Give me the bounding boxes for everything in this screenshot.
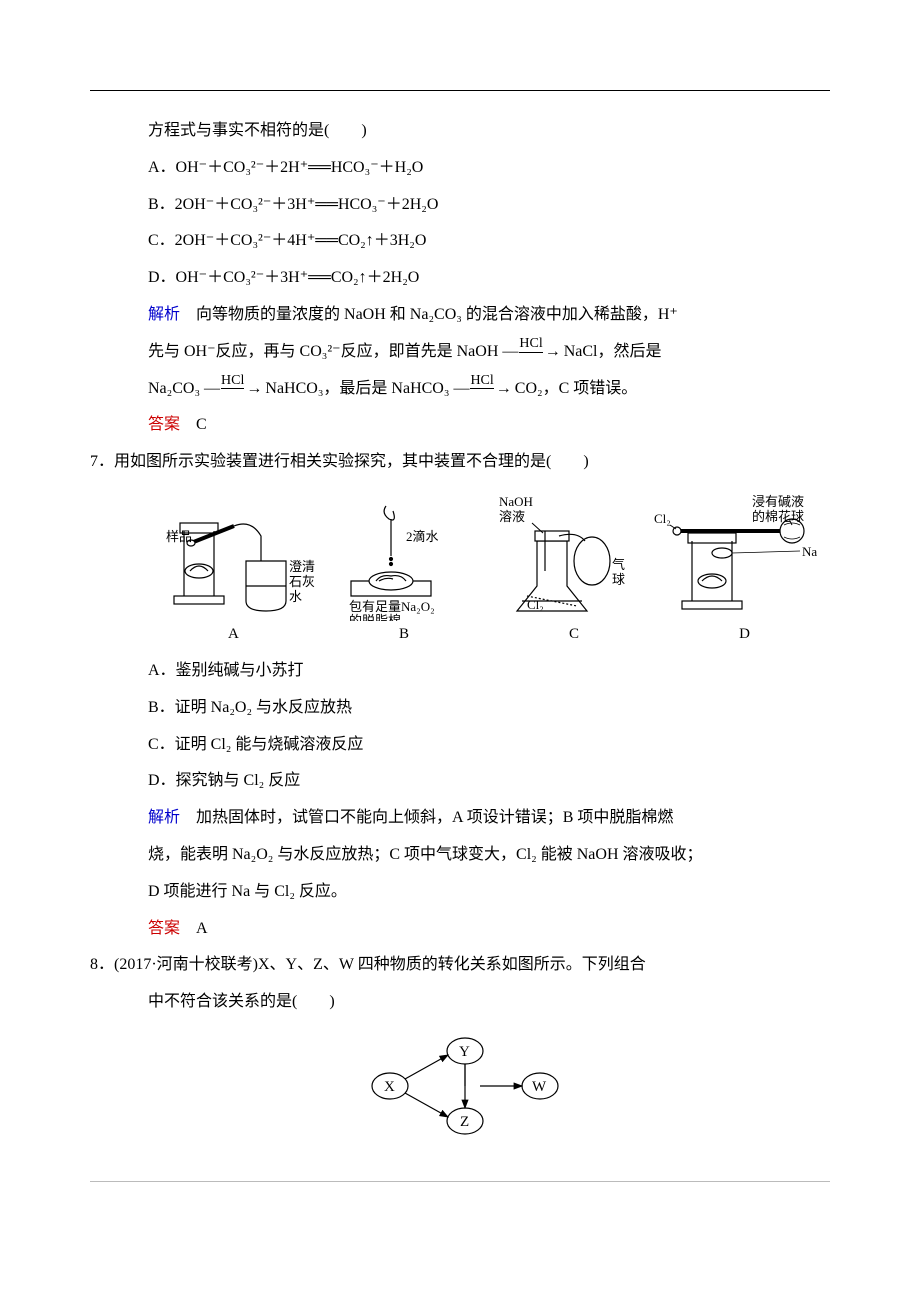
hcl-over-arrow-1: HCl <box>519 336 542 368</box>
node-z: Z <box>460 1114 469 1130</box>
label-cl2-d: Cl₂ <box>654 511 671 526</box>
frac-bot-1 <box>519 352 542 368</box>
q7-opt-b: B．证明 Na₂O₂ 与水反应放热 <box>148 690 830 727</box>
frac-bot-2 <box>221 388 244 404</box>
label-naoh2: 溶液 <box>499 509 525 524</box>
q6-opt-d: D．OH⁻＋CO₃²⁻＋3H⁺══CO₂↑＋2H₂O <box>148 260 830 297</box>
arrow-right-1: → <box>545 343 560 360</box>
q7-opt-c: C．证明 Cl₂ 能与烧碱溶液反应 <box>148 727 830 764</box>
q7-num: 7． <box>90 453 114 470</box>
cap-b: B <box>399 626 409 643</box>
label-cotton1: 浸有碱液 <box>752 494 804 509</box>
label-cotton2: 的棉花球 <box>752 509 804 524</box>
q8-stem1: (2017·河南十校联考)X、Y、Z、W 四种物质的转化关系如图所示。下列组合 <box>114 956 646 973</box>
q8-diagram: X Y Z W <box>350 1031 570 1141</box>
q6-explanation-line1: 解析 向等物质的量浓度的 NaOH 和 Na₂CO₃ 的混合溶液中加入稀盐酸，H… <box>148 297 830 334</box>
answer-label-7: 答案 <box>148 920 180 937</box>
q7-fig-c: NaOH 溶液 气 球 Cl₂ <box>497 491 637 621</box>
q7-figure-row: 样品 澄清 石灰 水 2滴水 包有足量Na₂O₂ <box>148 491 830 621</box>
label-balloon1: 气 <box>612 557 625 572</box>
node-x: X <box>384 1079 395 1095</box>
q6-explanation-line2: 先与 OH⁻反应，再与 CO₃²⁻反应，即首先是 NaOH —HCl → NaC… <box>148 334 830 371</box>
q6-exp3a: Na₂CO₃ <box>148 380 204 397</box>
label-wrap1: 包有足量Na₂O₂ <box>349 599 435 614</box>
footer-rule <box>90 1181 830 1212</box>
analysis-label: 解析 <box>148 306 180 323</box>
q7-explanation-line2: 烧，能表明 Na₂O₂ 与水反应放热；C 项中气球变大，Cl₂ 能被 NaOH … <box>148 837 830 874</box>
label-lime3: 水 <box>289 589 302 604</box>
label-wrap2: 的脱脂棉 <box>349 613 401 621</box>
footer-left <box>90 1189 103 1205</box>
q7-exp1: 加热固体时，试管口不能向上倾斜，A 项设计错误；B 项中脱脂棉燃 <box>180 809 673 826</box>
frac-top-2: HCl <box>221 373 244 388</box>
label-sample: 样品 <box>166 529 192 544</box>
q7-opt-d: D．探究钠与 Cl₂ 反应 <box>148 763 830 800</box>
q6-exp1-text: 向等物质的量浓度的 NaOH 和 Na₂CO₃ 的混合溶液中加入稀盐酸，H⁺ <box>180 306 678 323</box>
q8-stem-line1: 8．(2017·河南十校联考)X、Y、Z、W 四种物质的转化关系如图所示。下列组… <box>90 947 830 984</box>
frac-bot-3 <box>470 388 493 404</box>
arrow-left-3: — <box>453 380 468 397</box>
apparatus-d-svg: Cl₂ 浸有碱液 的棉花球 Na <box>652 491 822 621</box>
q8-stem-line2: 中不符合该关系的是( ) <box>148 984 830 1021</box>
label-lime2: 石灰 <box>289 574 315 589</box>
arrow-left-2: — <box>204 380 219 397</box>
q6-stem-cont: 方程式与事实不相符的是( ) <box>148 113 830 150</box>
label-balloon2: 球 <box>612 572 625 587</box>
frac-top-3: HCl <box>470 373 493 388</box>
label-cl2-c: Cl₂ <box>527 597 544 612</box>
q7-figure-captions: A B C D <box>148 626 830 643</box>
footer-right <box>817 1189 830 1205</box>
q7-fig-a: 样品 澄清 石灰 水 <box>156 501 316 621</box>
q7-answer: 答案 A <box>148 911 830 948</box>
q7-stem-text: 用如图所示实验装置进行相关实验探究，其中装置不合理的是( ) <box>114 453 589 470</box>
q6-opt-b: B．2OH⁻＋CO₃²⁻＋3H⁺══HCO₃⁻＋2H₂O <box>148 187 830 224</box>
apparatus-a-svg: 样品 澄清 石灰 水 <box>156 501 316 621</box>
cap-c: C <box>569 626 579 643</box>
label-naoh1: NaOH <box>499 494 533 509</box>
arrow-right-2: → <box>246 380 261 397</box>
label-lime1: 澄清 <box>289 559 315 574</box>
q7-fig-b: 2滴水 包有足量Na₂O₂ 的脱脂棉 <box>331 501 481 621</box>
q6-exp2b: NaCl，然后是 <box>564 343 662 360</box>
hcl-over-arrow-3: HCl <box>470 373 493 405</box>
q6-opt-a: A．OH⁻＋CO₃²⁻＋2H⁺══HCO₃⁻＋H₂O <box>148 150 830 187</box>
label-drops: 2滴水 <box>406 529 439 544</box>
q6-exp2a: 先与 OH⁻反应，再与 CO₃²⁻反应，即首先是 NaOH <box>148 343 502 360</box>
q7-stem: 7．用如图所示实验装置进行相关实验探究，其中装置不合理的是( ) <box>90 444 830 481</box>
q8-num: 8． <box>90 956 114 973</box>
q6-exp3c: CO₂，C 项错误。 <box>515 380 637 397</box>
q6-exp3b: NaHCO₃，最后是 NaHCO₃ <box>265 380 453 397</box>
q7-ans-text: A <box>180 920 208 937</box>
apparatus-b-svg: 2滴水 包有足量Na₂O₂ 的脱脂棉 <box>331 501 481 621</box>
q6-explanation-line3: Na₂CO₃ —HCl → NaHCO₃，最后是 NaHCO₃ —HCl → C… <box>148 371 830 408</box>
q6-ans-text: C <box>180 416 207 433</box>
frac-top-1: HCl <box>519 336 542 351</box>
q7-explanation-line1: 解析 加热固体时，试管口不能向上倾斜，A 项设计错误；B 项中脱脂棉燃 <box>148 800 830 837</box>
q7-fig-d: Cl₂ 浸有碱液 的棉花球 Na <box>652 491 822 621</box>
label-na: Na <box>802 544 817 559</box>
apparatus-c-svg: NaOH 溶液 气 球 Cl₂ <box>497 491 637 621</box>
q6-opt-c: C．2OH⁻＋CO₃²⁻＋4H⁺══CO₂↑＋3H₂O <box>148 223 830 260</box>
q6-answer: 答案 C <box>148 407 830 444</box>
analysis-label-7: 解析 <box>148 809 180 826</box>
q7-explanation-line3: D 项能进行 Na 与 Cl₂ 反应。 <box>148 874 830 911</box>
arrow-left-1: — <box>502 343 517 360</box>
arrow-right-3: → <box>496 380 511 397</box>
cap-d: D <box>739 626 750 643</box>
q7-opt-a: A．鉴别纯碱与小苏打 <box>148 653 830 690</box>
hcl-over-arrow-2: HCl <box>221 373 244 405</box>
node-w: W <box>532 1079 547 1095</box>
answer-label: 答案 <box>148 416 180 433</box>
node-y: Y <box>459 1044 470 1060</box>
cap-a: A <box>228 626 239 643</box>
top-rule <box>90 90 830 91</box>
